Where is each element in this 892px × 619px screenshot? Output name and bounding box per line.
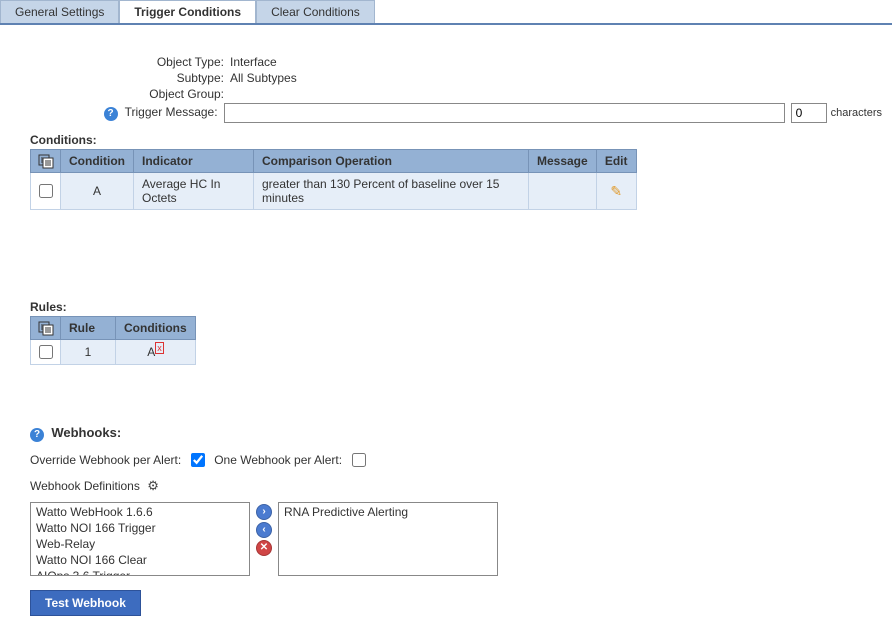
menu-icon — [38, 320, 54, 336]
th-indicator: Indicator — [133, 150, 253, 173]
th-message: Message — [528, 150, 596, 173]
trigger-message-input[interactable] — [224, 103, 785, 123]
list-item[interactable]: Watto WebHook 1.6.6 — [32, 504, 248, 520]
rules-menu-header[interactable] — [31, 317, 61, 340]
list-item[interactable]: Watto NOI 166 Clear — [32, 552, 248, 568]
cell-edit[interactable]: ✎ — [596, 173, 636, 210]
pencil-icon: ✎ — [610, 183, 622, 199]
object-type-label: Object Type: — [30, 55, 230, 69]
char-count-label: characters — [831, 107, 882, 119]
webhooks-section: ? Webhooks: Override Webhook per Alert: … — [30, 425, 892, 616]
th-comparison: Comparison Operation — [253, 150, 528, 173]
list-item[interactable]: Web-Relay — [32, 536, 248, 552]
menu-icon — [38, 153, 54, 169]
th-rule: Rule — [61, 317, 116, 340]
th-rule-conditions: Conditions — [116, 317, 196, 340]
remove-icon[interactable]: x — [155, 342, 164, 354]
subtype-value: All Subtypes — [230, 71, 297, 85]
test-webhook-button[interactable]: Test Webhook — [30, 590, 141, 616]
rules-title: Rules: — [30, 300, 892, 314]
row-checkbox[interactable] — [39, 345, 53, 359]
tab-clear-conditions[interactable]: Clear Conditions — [256, 0, 375, 23]
th-condition: Condition — [61, 150, 134, 173]
cell-comparison: greater than 130 Percent of baseline ove… — [253, 173, 528, 210]
trigger-message-label-wrap: ? Trigger Message: — [30, 105, 224, 121]
help-icon[interactable]: ? — [104, 107, 118, 121]
definitions-label: Webhook Definitions — [30, 479, 140, 493]
rules-table: Rule Conditions 1 Ax — [30, 316, 196, 365]
table-row[interactable]: A Average HC In Octets greater than 130 … — [31, 173, 637, 210]
override-checkbox[interactable] — [191, 453, 205, 467]
selected-webhooks-list[interactable]: RNA Predictive Alerting — [278, 502, 498, 576]
cell-rule-conditions: Ax — [116, 340, 196, 365]
one-per-label: One Webhook per Alert: — [214, 453, 342, 467]
one-per-checkbox[interactable] — [352, 453, 366, 467]
tab-general-settings[interactable]: General Settings — [0, 0, 119, 23]
list-item[interactable]: Watto NOI 166 Trigger — [32, 520, 248, 536]
remove-all-button[interactable]: ✕ — [256, 540, 272, 556]
cell-message — [528, 173, 596, 210]
char-count — [791, 103, 827, 123]
tab-trigger-conditions[interactable]: Trigger Conditions — [119, 0, 256, 23]
cell-indicator: Average HC In Octets — [133, 173, 253, 210]
tabs: General Settings Trigger Conditions Clea… — [0, 0, 892, 25]
override-label: Override Webhook per Alert: — [30, 453, 181, 467]
object-group-label: Object Group: — [30, 87, 230, 101]
table-row[interactable]: 1 Ax — [31, 340, 196, 365]
webhooks-title: Webhooks: — [51, 425, 121, 440]
list-item[interactable]: AIOps 3.6 Trigger — [32, 568, 248, 576]
conditions-table: Condition Indicator Comparison Operation… — [30, 149, 637, 210]
trigger-message-label: Trigger Message: — [125, 105, 218, 119]
subtype-label: Subtype: — [30, 71, 230, 85]
conditions-title: Conditions: — [30, 133, 892, 147]
object-form: Object Type: Interface Subtype: All Subt… — [0, 55, 892, 123]
th-edit: Edit — [596, 150, 636, 173]
list-item[interactable]: RNA Predictive Alerting — [280, 504, 496, 520]
remove-button[interactable]: ‹ — [256, 522, 272, 538]
object-type-value: Interface — [230, 55, 277, 69]
row-checkbox[interactable] — [39, 184, 53, 198]
conditions-menu-header[interactable] — [31, 150, 61, 173]
cell-rule: 1 — [61, 340, 116, 365]
add-button[interactable]: › — [256, 504, 272, 520]
help-icon[interactable]: ? — [30, 428, 44, 442]
cell-condition: A — [61, 173, 134, 210]
available-webhooks-list[interactable]: Watto WebHook 1.6.6Watto NOI 166 Trigger… — [30, 502, 250, 576]
gear-icon[interactable]: ⚙ — [147, 478, 159, 494]
